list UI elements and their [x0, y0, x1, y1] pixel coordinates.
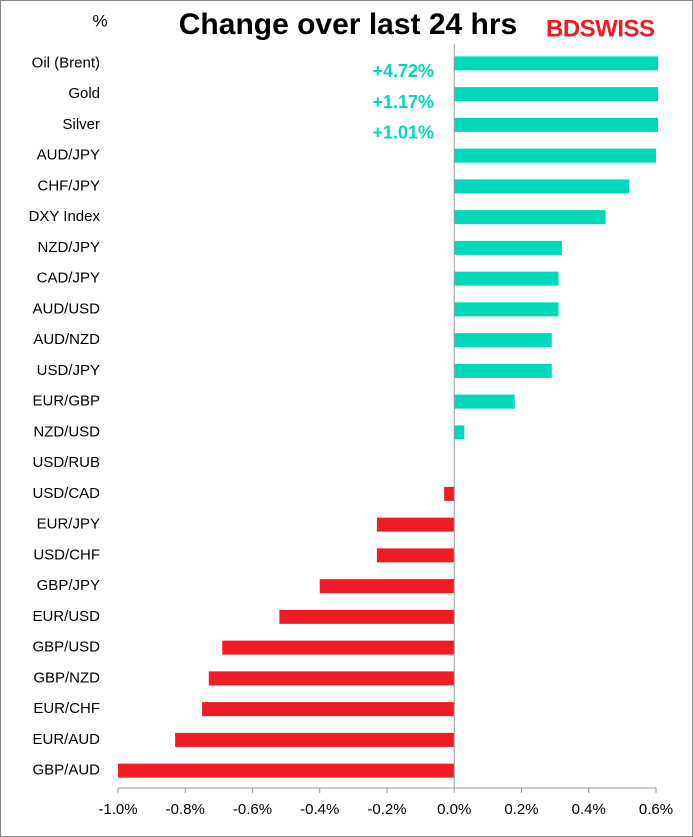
y-tick-label: NZD/USD — [33, 423, 100, 440]
bar — [118, 763, 455, 778]
bar — [454, 56, 658, 71]
bar — [376, 517, 455, 532]
y-tick-label: EUR/JPY — [37, 516, 100, 533]
bar — [454, 425, 465, 440]
bar — [454, 271, 559, 286]
y-tick-label: CHF/JPY — [37, 177, 100, 194]
bar — [454, 210, 606, 225]
x-tick-label: 0.0% — [437, 801, 471, 818]
y-tick-label: Gold — [68, 85, 100, 102]
y-tick-label: GBP/NZD — [33, 669, 100, 686]
logo: BDSWISS — [546, 15, 655, 42]
y-tick-label: Silver — [62, 116, 100, 133]
bar — [454, 179, 630, 194]
data-label: +4.72% — [372, 61, 434, 81]
y-tick-label: Oil (Brent) — [32, 54, 100, 71]
y-tick-label: USD/JPY — [37, 362, 100, 379]
y-tick-label: USD/RUB — [32, 454, 100, 471]
bar — [202, 702, 455, 717]
bar — [454, 87, 658, 102]
y-tick-label: AUD/USD — [32, 300, 100, 317]
x-tick-label: 0.2% — [504, 801, 538, 818]
bar — [454, 394, 515, 409]
y-tick-label: USD/CHF — [33, 546, 100, 563]
x-tick-label: 0.4% — [572, 801, 606, 818]
x-tick-label: -0.8% — [166, 801, 205, 818]
y-tick-label: CAD/JPY — [37, 270, 100, 287]
x-tick-label: -1.0% — [98, 801, 137, 818]
y-tick-label: GBP/USD — [32, 639, 100, 656]
unit-label: % — [92, 11, 107, 30]
x-tick-label: 0.6% — [639, 801, 673, 818]
data-label: +1.17% — [372, 92, 434, 112]
chart-title: Change over last 24 hrs — [179, 8, 517, 41]
y-tick-label: NZD/JPY — [37, 239, 100, 256]
bar — [454, 117, 658, 132]
y-tick-label: USD/CAD — [32, 485, 100, 502]
y-tick-label: EUR/USD — [32, 608, 100, 625]
plot-area — [118, 56, 658, 778]
bar — [376, 548, 455, 563]
y-tick-label: AUD/JPY — [37, 147, 100, 164]
y-tick-label: GBP/JPY — [37, 577, 100, 594]
bar — [454, 240, 562, 255]
y-tick-label: DXY Index — [29, 208, 101, 225]
y-tick-label: GBP/AUD — [32, 762, 100, 779]
y-tick-label: EUR/GBP — [32, 393, 100, 410]
x-tick-label: -0.6% — [233, 801, 272, 818]
y-tick-label: EUR/CHF — [33, 700, 100, 717]
bar — [454, 333, 552, 348]
x-tick-label: -0.4% — [300, 801, 339, 818]
x-tick-label: -0.2% — [367, 801, 406, 818]
bar — [444, 486, 455, 501]
bar — [208, 671, 455, 686]
bar — [319, 579, 455, 594]
y-tick-label: EUR/AUD — [32, 731, 100, 748]
bar — [454, 363, 552, 378]
bar — [454, 302, 559, 317]
bar — [175, 732, 455, 747]
bar — [222, 640, 455, 655]
bar — [279, 609, 455, 624]
data-label: +1.01% — [372, 123, 434, 143]
y-tick-label: AUD/NZD — [33, 331, 100, 348]
bar — [454, 148, 656, 163]
